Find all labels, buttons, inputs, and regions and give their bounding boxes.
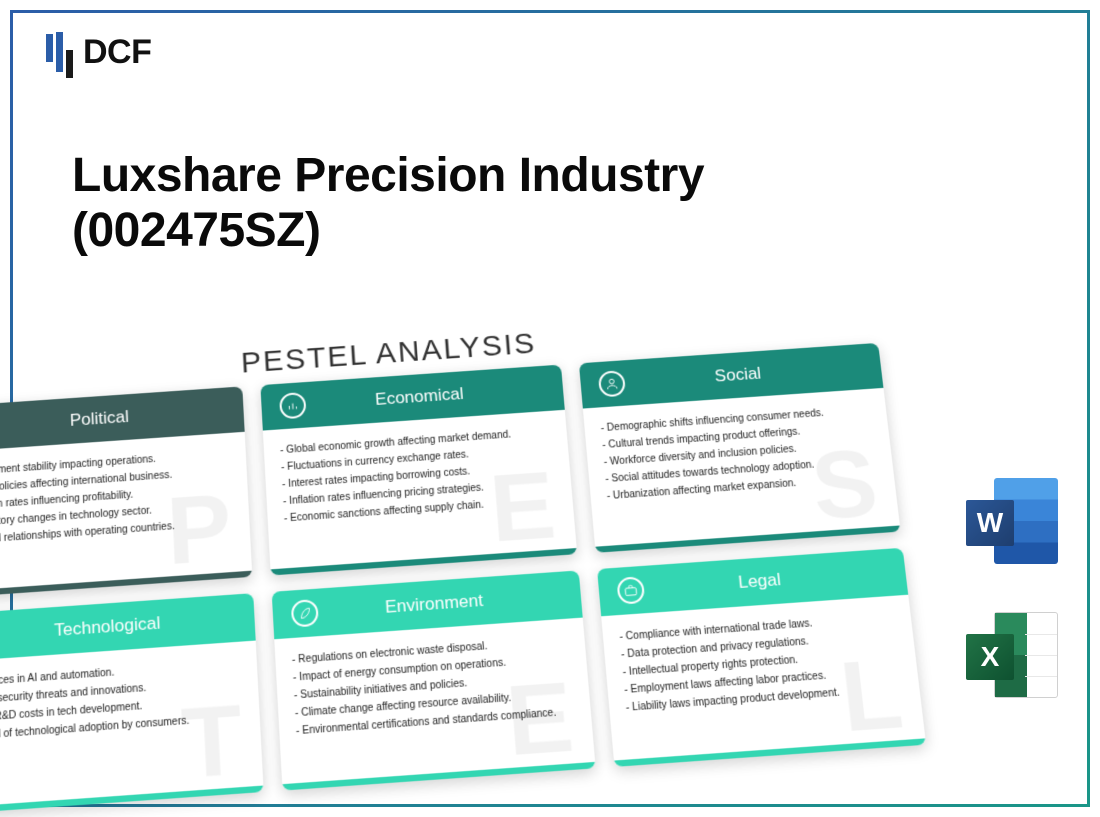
card-body: - Demographic shifts influencing consume…: [583, 388, 896, 515]
leaf-icon: [291, 599, 319, 628]
word-file-icon: W: [966, 478, 1058, 568]
file-icons: W X: [966, 478, 1058, 702]
pestel-card-economical: Economical E - Global economic growth af…: [260, 365, 577, 576]
card-body: - Regulations on electronic waste dispos…: [274, 618, 592, 752]
card-body: - Global economic growth affecting marke…: [263, 410, 574, 538]
card-title: Environment: [336, 585, 563, 621]
card-title: Legal: [662, 562, 889, 598]
pestel-card-political: Political P - Government stability impac…: [0, 386, 252, 598]
excel-file-icon: X: [966, 612, 1058, 702]
pestel-container: PESTEL ANALYSIS Political P - Government…: [0, 302, 951, 814]
pestel-grid: Political P - Government stability impac…: [0, 341, 951, 814]
word-letter: W: [966, 500, 1014, 546]
logo: DCF: [46, 32, 151, 72]
pestel-card-social: Social S - Demographic shifts influencin…: [579, 343, 901, 553]
title-line-1: Luxshare Precision Industry: [72, 148, 704, 203]
pestel-card-technological: Technological T - Advances in AI and aut…: [0, 593, 264, 814]
title-line-2: (002475SZ): [72, 203, 704, 258]
logo-text: DCF: [83, 33, 151, 72]
card-title: Political: [3, 400, 226, 435]
pestel-card-environment: Environment E - Regulations on electroni…: [272, 570, 596, 790]
chart-icon: [279, 392, 307, 419]
card-title: Economical: [323, 379, 545, 414]
logo-bars-icon: [46, 32, 73, 72]
pestel-card-legal: Legal L - Compliance with international …: [597, 548, 926, 767]
briefcase-icon: [616, 576, 645, 605]
page-title: Luxshare Precision Industry (002475SZ): [72, 148, 704, 258]
card-body: - Compliance with international trade la…: [601, 595, 921, 728]
card-body: - Government stability impacting operati…: [0, 432, 250, 561]
card-title: Technological: [9, 608, 236, 645]
excel-letter: X: [966, 634, 1014, 680]
person-icon: [598, 370, 626, 397]
card-title: Social: [642, 357, 864, 392]
